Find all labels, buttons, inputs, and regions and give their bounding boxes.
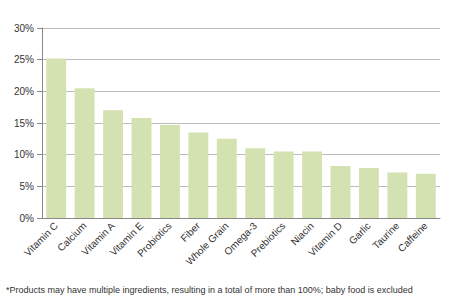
svg-text:*Products may have multiple in: *Products may have multiple ingredients,…: [6, 285, 413, 295]
svg-text:Garlic: Garlic: [347, 220, 373, 246]
svg-text:Vitamin E: Vitamin E: [107, 220, 146, 258]
svg-text:Vitamin D: Vitamin D: [306, 220, 344, 258]
svg-text:Taurine: Taurine: [370, 220, 402, 251]
svg-text:Omega-3: Omega-3: [221, 220, 260, 258]
svg-text:25%: 25%: [14, 54, 34, 65]
svg-text:15%: 15%: [14, 118, 34, 129]
svg-text:5%: 5%: [20, 181, 35, 192]
svg-text:Niacin: Niacin: [289, 220, 316, 247]
svg-text:Vitamin C: Vitamin C: [22, 220, 60, 258]
svg-text:10%: 10%: [14, 149, 34, 160]
svg-text:Prebiotics: Prebiotics: [249, 220, 288, 259]
svg-text:Calcium: Calcium: [55, 220, 89, 254]
svg-text:Probiotics: Probiotics: [135, 220, 174, 259]
svg-text:30%: 30%: [14, 23, 34, 34]
svg-text:0%: 0%: [20, 213, 35, 224]
svg-text:Vitamin A: Vitamin A: [79, 220, 117, 258]
svg-text:20%: 20%: [14, 86, 34, 97]
svg-text:Whole Grain: Whole Grain: [184, 220, 231, 267]
svg-text:Fiber: Fiber: [178, 220, 202, 244]
svg-text:Caffeine: Caffeine: [396, 220, 430, 254]
